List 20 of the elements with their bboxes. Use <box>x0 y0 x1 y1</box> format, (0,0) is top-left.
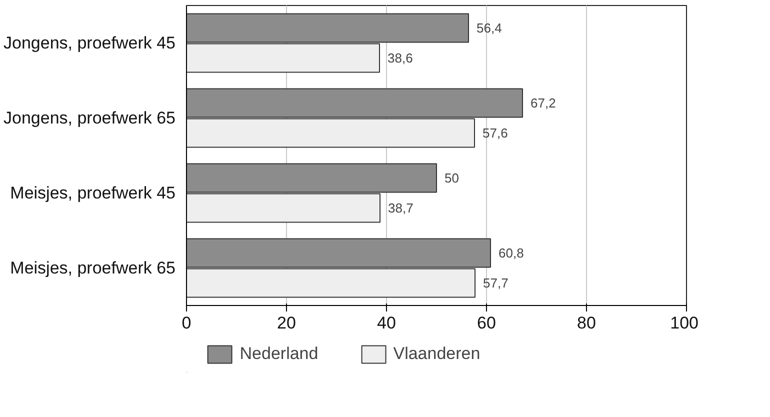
legend-label: Vlaanderen <box>393 344 480 364</box>
y-tick-label: Meisjes, proefwerk 65 <box>10 258 176 278</box>
y-tick-label: Jongens, proefwerk 65 <box>4 108 176 128</box>
data-label: 57,6 <box>482 126 508 140</box>
data-label: 67,2 <box>530 96 556 110</box>
data-label: 38,7 <box>388 200 414 216</box>
y-tick-label: Meisjes, proefwerk 45 <box>10 184 176 202</box>
data-label: 57,7 <box>483 276 508 290</box>
data-label: 50 <box>444 170 459 186</box>
x-tick-label: 60 <box>477 314 496 332</box>
x-tick-label: 100 <box>670 314 699 332</box>
data-label: 38,6 <box>388 50 413 66</box>
legend-label: Nederland <box>240 344 318 364</box>
data-label: 60,8 <box>498 246 524 260</box>
data-label: 56,4 <box>476 20 502 36</box>
x-tick-label: 0 <box>182 314 192 332</box>
x-tick-label: 80 <box>577 314 596 332</box>
x-tick-label: 20 <box>277 314 296 332</box>
x-tick-label: 40 <box>377 314 396 332</box>
y-tick-label: Jongens, proefwerk 45 <box>4 34 176 52</box>
